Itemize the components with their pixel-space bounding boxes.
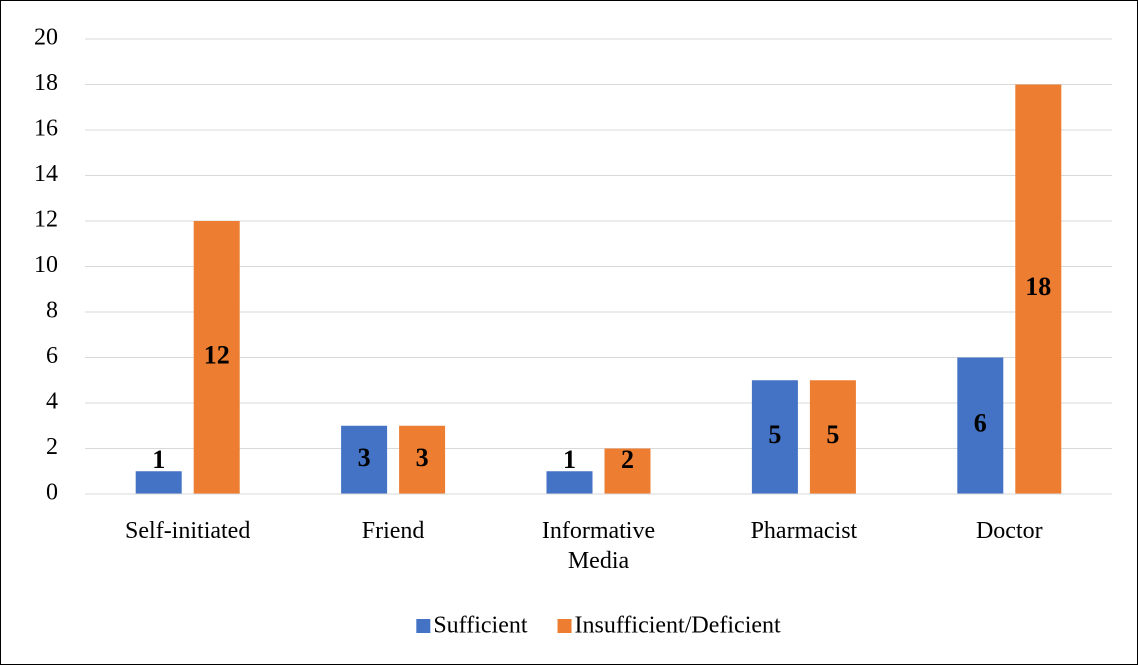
y-tick-label: 14 xyxy=(34,161,58,187)
data-label: 3 xyxy=(416,443,429,472)
bar xyxy=(751,380,798,494)
x-tick-label: Self-initiated xyxy=(125,518,251,544)
y-tick-label: 0 xyxy=(46,480,58,506)
y-tick-label: 4 xyxy=(46,389,58,415)
bar xyxy=(193,221,240,494)
bar xyxy=(135,471,182,494)
data-label: 12 xyxy=(204,340,230,369)
y-tick-label: 6 xyxy=(46,343,58,369)
bar xyxy=(399,425,446,494)
y-tick-label: 8 xyxy=(46,298,58,324)
data-label: 2 xyxy=(621,445,634,474)
y-tick-label: 10 xyxy=(34,252,58,278)
y-tick-label: 2 xyxy=(46,434,58,460)
bar xyxy=(957,357,1004,494)
data-label: 18 xyxy=(1025,272,1051,301)
legend-label: Insufficient/Deficient xyxy=(575,613,781,639)
legend-swatch xyxy=(557,619,572,633)
legend-label: Sufficient xyxy=(433,613,528,639)
x-tick-label: Friend xyxy=(361,518,425,544)
data-label: 3 xyxy=(358,443,371,472)
data-label: 5 xyxy=(826,420,839,449)
y-tick-label: 20 xyxy=(34,25,58,51)
bar xyxy=(1015,84,1062,494)
bar xyxy=(809,380,856,494)
data-label: 1 xyxy=(563,445,576,474)
x-tick-label: Doctor xyxy=(975,518,1043,544)
data-label: 5 xyxy=(768,420,781,449)
legend-swatch xyxy=(416,619,431,633)
data-label: 6 xyxy=(974,409,987,438)
legend: Sufficient Insufficient/Deficient xyxy=(416,613,781,639)
y-tick-label: 12 xyxy=(34,207,58,233)
bar xyxy=(546,471,593,494)
x-tick-label: Informative Media xyxy=(541,518,656,574)
data-label: 1 xyxy=(152,445,165,474)
bar xyxy=(341,425,388,494)
bar xyxy=(604,448,651,494)
y-tick-label: 16 xyxy=(34,116,58,142)
y-tick-label: 18 xyxy=(34,70,58,96)
x-tick-label: Pharmacist xyxy=(750,518,858,544)
